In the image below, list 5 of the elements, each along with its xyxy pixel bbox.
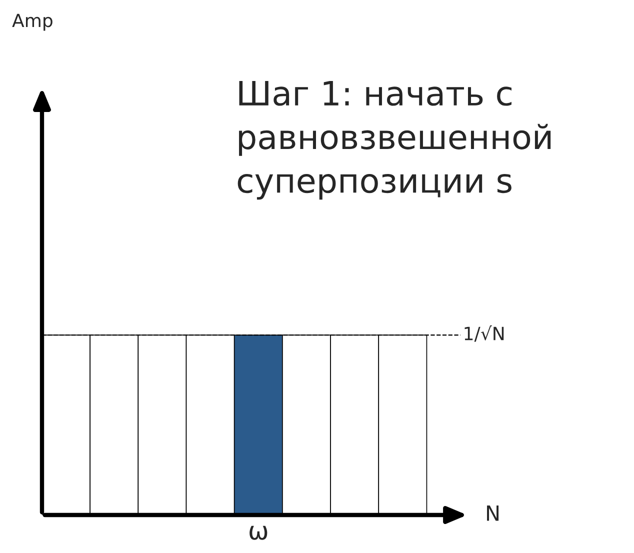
text: Amp (12, 14, 52, 31)
x-tick-label: ω (250, 526, 268, 540)
x-axis-title: N (487, 506, 499, 521)
ref-line-label: 1/√N (464, 325, 504, 342)
text: Шаг 1: начать с равновзвешенной суперпозиции s (238, 81, 551, 200)
